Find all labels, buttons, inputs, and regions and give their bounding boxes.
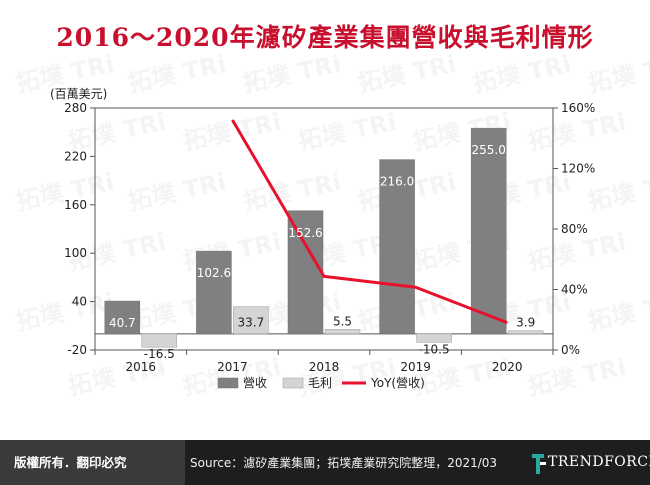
gross-margin-data-label: 3.9 [516,316,535,330]
watermark-text: 拓墣 TRi [525,353,628,401]
gross-margin-bar [233,306,269,335]
trendforce-brand-text: TRENDFORCE [548,454,650,470]
gross-margin-bar [324,329,361,335]
legend-gross-margin-label: 毛利 [308,376,332,390]
plot-area: -20 40 100 160 220 280 0% 40% 80% 120% 160% 2016 201… [64,101,595,374]
watermark-text: 拓墣 TRi [525,108,628,156]
legend-revenue-label: 營收 [243,376,267,390]
revenue-bar [287,210,324,335]
yoy-line [231,119,508,325]
y-right-tick-label: 80% [561,222,588,236]
revenue-bar [470,127,507,335]
watermark-text: 拓墣 TRi [125,50,228,98]
x-tick-label: 2020 [492,360,523,374]
x-tick-label: 2019 [400,360,431,374]
y-right-tick-label: 40% [561,283,588,297]
y-left-tick-label: 100 [64,246,87,260]
y-right-tick-label: 160% [561,101,595,115]
watermark-text: 拓墣 TRi [585,50,650,98]
gross-margin-data-label: -16.5 [144,347,175,361]
watermark-text: 拓墣 TRi [355,50,458,98]
gross-margin-data-label: 33.7 [238,316,265,330]
x-tick-label: 2017 [217,360,248,374]
revenue-bar [104,300,141,335]
y-left-tick-label: 280 [64,101,87,115]
watermark-text: 拓墣 TRi [470,50,573,98]
source-text: Source：濾矽產業集團；拓墣產業研究院整理，2021/03 [190,456,498,470]
trendforce-logo-icon [532,454,546,474]
y-left-tick-label: 40 [72,295,87,309]
x-tick-label: 2018 [309,360,340,374]
watermark-text: 拓墣 TRi [180,108,283,156]
legend-revenue-swatch [217,377,239,389]
legend-yoy-label: YoY(營收) [370,376,425,390]
y-left-tick-label: 220 [64,149,87,163]
revenue-data-label: 102.6 [197,266,231,280]
watermark-text: 拓墣 TRi [295,108,398,156]
revenue-data-label: 255.0 [472,143,506,157]
revenue-bar [379,159,415,335]
revenue-data-label: 152.6 [288,226,322,240]
legend: 營收 毛利 YoY(營收) [217,376,425,390]
watermark-text: 拓墣 TRi [240,168,343,216]
x-tick-label: 2016 [126,360,157,374]
gross-margin-bar [141,333,178,348]
watermark-text: 拓墣 TRi [240,50,343,98]
y-right-tick-label: 0% [561,343,580,357]
y-left-tick-label: -20 [67,343,87,357]
watermark-text: 拓墣 TRi [125,168,228,216]
revenue-data-label: 40.7 [109,316,136,330]
gross-margin-bar [416,333,452,343]
revenue-bar [196,250,232,335]
copyright-text: 版權所有．翻印必究 [14,455,127,470]
y-left-axis-label: (百萬美元) [50,87,107,101]
y-right-tick-label: 120% [561,162,595,176]
footer-copyright-panel [0,440,185,485]
revenue-data-label: 216.0 [380,175,414,189]
y-left-tick-label: 160 [64,198,87,212]
gross-margin-data-label: -10.5 [419,342,450,356]
gross-margin-data-label: 5.5 [333,314,352,328]
legend-gross-margin-swatch [282,377,304,389]
gross-margin-bar [507,330,544,335]
chart-title: 2016～2020年濾矽產業集團營收與毛利情形 [56,23,594,52]
watermark-text: 拓墣 TRi [13,288,116,336]
watermark-text: 拓墣 TRi [585,288,650,336]
